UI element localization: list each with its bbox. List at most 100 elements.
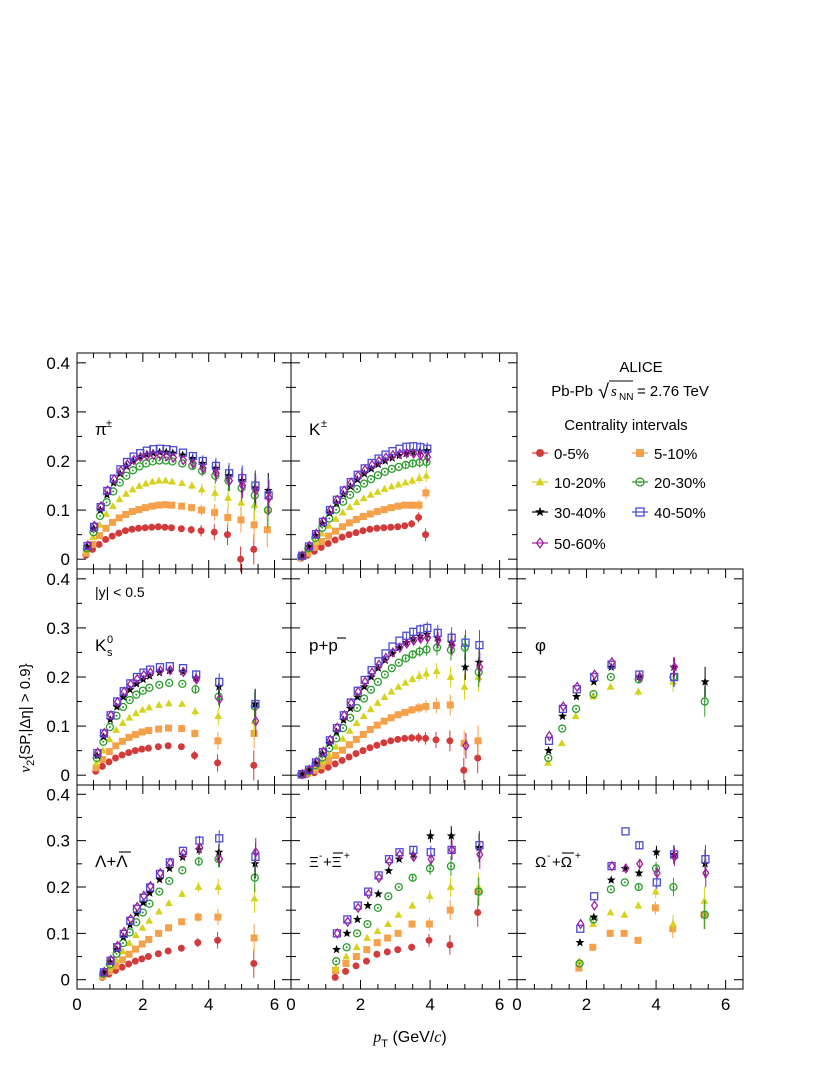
data-point [319, 746, 328, 758]
data-point [352, 692, 362, 701]
data-point [146, 880, 155, 892]
data-point [115, 529, 123, 537]
data-point [422, 457, 431, 467]
data-point [132, 672, 142, 682]
data-points [92, 662, 260, 781]
species-sub: s [107, 647, 113, 659]
data-point [252, 484, 260, 496]
data-point [589, 943, 597, 951]
data-point [423, 451, 432, 463]
data-points [296, 621, 484, 784]
data-point [669, 662, 679, 671]
data-point [352, 498, 361, 506]
data-point [474, 737, 482, 745]
x-tick-label: 6 [270, 995, 279, 1014]
legend-marker [535, 537, 545, 549]
data-point [215, 834, 224, 843]
series-50-60% [298, 631, 484, 780]
panel-6: 0 2 4 6 Ξ - +Ξ + [286, 784, 518, 1014]
series-20-30% [544, 667, 709, 763]
data-point [460, 766, 468, 774]
data-point [131, 957, 139, 965]
data-point [544, 758, 552, 766]
data-point [90, 520, 99, 532]
data-point [620, 929, 628, 937]
data-point [446, 737, 454, 745]
data-point [138, 745, 146, 753]
data-point [417, 449, 425, 461]
data-point [460, 643, 469, 652]
data-point [263, 526, 271, 534]
panel-7: 0 2 4 6 Ω - +Ω + [512, 784, 744, 1014]
data-point [326, 734, 334, 746]
data-point [135, 462, 144, 471]
data-point [387, 737, 395, 745]
data-point [126, 916, 135, 925]
data-point [138, 940, 146, 948]
data-point [145, 665, 155, 674]
data-point [115, 495, 124, 503]
data-point [575, 937, 585, 947]
data-point [128, 525, 136, 533]
ylabel-v: v [18, 766, 34, 773]
data-point [425, 831, 435, 840]
data-point [475, 640, 484, 650]
data-point [394, 882, 403, 892]
data-point [141, 479, 150, 487]
data-point [155, 929, 163, 937]
data-point [105, 735, 114, 743]
series-0-5% [331, 898, 482, 981]
data-point [118, 751, 126, 759]
ticks [76, 785, 291, 989]
data-point [425, 864, 435, 873]
data-point [138, 705, 147, 713]
legend-marker [636, 449, 644, 457]
data-point [606, 672, 616, 682]
data-point [343, 915, 352, 924]
data-point [105, 758, 113, 766]
data-point [178, 846, 188, 855]
data-point [168, 457, 177, 466]
data-point [132, 904, 142, 913]
data-point [408, 520, 416, 528]
series-50-60% [333, 840, 484, 939]
data-point [165, 924, 173, 932]
y-tick-label: 0 [61, 971, 70, 990]
data-point [338, 533, 346, 541]
data-point [361, 464, 369, 476]
data-point [394, 929, 402, 937]
data-point [608, 656, 616, 668]
data-point [164, 899, 173, 907]
data-point [338, 508, 347, 516]
data-point [352, 529, 360, 537]
data-points [82, 444, 273, 572]
data-point [237, 498, 246, 506]
data-points [544, 656, 710, 766]
data-point [132, 730, 140, 738]
data-point [139, 893, 148, 902]
species-sup: ± [321, 418, 327, 430]
data-point [396, 849, 404, 861]
data-point [403, 447, 411, 459]
data-point [432, 736, 440, 744]
data-point [557, 739, 566, 747]
data-point [359, 730, 367, 738]
data-point [224, 513, 232, 521]
data-point [164, 742, 172, 750]
data-point [122, 489, 130, 497]
panel-5: 0 0.1 0.2 0.3 0.4 0 2 4 6 Λ+Λ [46, 784, 292, 1014]
data-point [670, 851, 679, 863]
data-point [572, 685, 581, 694]
data-point [389, 449, 397, 461]
data-point [342, 928, 352, 938]
data-point [118, 737, 126, 745]
species-label: K [95, 636, 107, 655]
data-point [164, 699, 173, 707]
data-point [145, 683, 154, 692]
series-50-60% [545, 656, 679, 742]
data-point [156, 665, 164, 677]
data-point [144, 744, 152, 752]
x-tick-label: 4 [425, 995, 434, 1014]
data-point [338, 756, 346, 764]
data-point [401, 734, 409, 742]
